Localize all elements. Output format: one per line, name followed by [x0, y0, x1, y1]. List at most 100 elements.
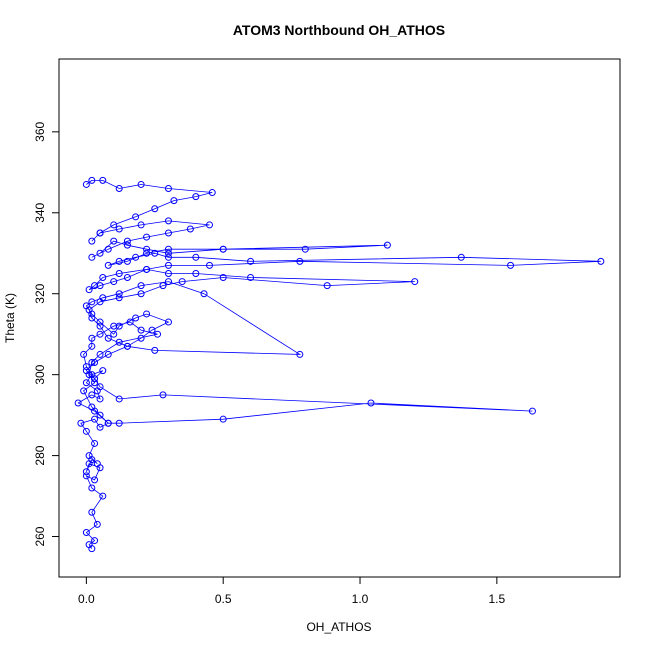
- data-point: [132, 213, 140, 221]
- data-point: [110, 330, 118, 338]
- data-point: [143, 233, 151, 241]
- data-point: [96, 318, 104, 326]
- data-point: [99, 274, 107, 282]
- x-tick-label: 1.5: [489, 592, 506, 606]
- data-point: [296, 350, 304, 358]
- data-point: [88, 484, 96, 492]
- data-point: [74, 399, 82, 407]
- x-tick-label: 0.0: [78, 592, 95, 606]
- data-point: [88, 342, 96, 350]
- y-tick-label: 320: [33, 283, 47, 303]
- data-point: [528, 407, 536, 415]
- data-point: [110, 221, 118, 229]
- y-axis-label: Theta (K): [3, 293, 17, 343]
- data-point: [206, 261, 214, 269]
- data-point: [137, 221, 145, 229]
- data-point: [110, 278, 118, 286]
- data-point: [154, 330, 162, 338]
- data-point: [88, 298, 96, 306]
- data-point: [96, 229, 104, 237]
- data-point: [164, 245, 172, 253]
- data-point: [91, 476, 99, 484]
- data-point: [88, 314, 96, 322]
- data-point: [82, 180, 90, 188]
- data-point: [96, 298, 104, 306]
- data-point: [164, 229, 172, 237]
- data-point: [164, 253, 172, 261]
- data-point: [115, 290, 123, 298]
- data-point: [96, 395, 104, 403]
- data-point: [143, 265, 151, 273]
- data-point: [164, 217, 172, 225]
- data-point: [143, 310, 151, 318]
- y-axis: 260 280 300 320 340 360: [33, 122, 60, 547]
- data-point: [96, 350, 104, 358]
- data-point: [159, 391, 167, 399]
- data-point: [85, 541, 93, 549]
- data-point: [91, 359, 99, 367]
- y-tick-label: 300: [33, 364, 47, 384]
- data-point: [96, 282, 104, 290]
- data-point: [137, 334, 145, 342]
- data-point: [82, 363, 90, 371]
- data-point: [85, 306, 93, 314]
- data-point: [96, 383, 104, 391]
- data-point: [123, 342, 131, 350]
- data-point: [93, 520, 101, 528]
- data-point: [115, 257, 123, 265]
- y-tick-label: 280: [33, 445, 47, 465]
- x-tick-label: 0.5: [215, 592, 232, 606]
- data-point: [123, 241, 131, 249]
- data-point: [82, 427, 90, 435]
- y-tick-label: 360: [33, 122, 47, 142]
- data-point: [99, 492, 107, 500]
- data-point: [96, 411, 104, 419]
- data-point: [151, 205, 159, 213]
- data-point: [96, 322, 104, 330]
- data-point: [91, 379, 99, 387]
- data-point: [80, 387, 88, 395]
- data-point: [457, 253, 465, 261]
- data-point: [82, 379, 90, 387]
- data-point: [200, 290, 208, 298]
- data-point: [99, 367, 107, 375]
- data-point: [110, 322, 118, 330]
- data-point: [88, 237, 96, 245]
- data-point: [93, 460, 101, 468]
- data-point: [80, 350, 88, 358]
- data-point: [247, 274, 255, 282]
- data-point: [91, 537, 99, 545]
- data-point: [507, 261, 515, 269]
- data-point: [219, 274, 227, 282]
- data-point: [82, 468, 90, 476]
- data-point: [126, 318, 134, 326]
- x-axis: 0.0 0.5 1.0 1.5: [78, 576, 506, 606]
- data-point: [104, 245, 112, 253]
- data-point: [411, 278, 419, 286]
- data-point: [137, 290, 145, 298]
- data-point: [115, 395, 123, 403]
- data-point: [123, 274, 131, 282]
- data-point: [91, 282, 99, 290]
- data-point: [115, 185, 123, 192]
- data-point: [151, 346, 159, 354]
- data-point: [115, 419, 123, 427]
- data-point: [88, 176, 96, 184]
- data-point: [178, 278, 186, 286]
- data-point: [186, 225, 194, 233]
- data-point: [132, 314, 140, 322]
- data-point: [208, 189, 216, 197]
- data-point: [323, 282, 331, 290]
- data-point: [91, 439, 99, 447]
- data-point: [296, 257, 304, 265]
- data-point: [137, 180, 145, 188]
- x-tick-label: 1.0: [352, 592, 369, 606]
- data-point: [85, 452, 93, 460]
- data-point: [143, 249, 151, 257]
- data-point: [104, 419, 112, 427]
- data-series: [74, 176, 605, 553]
- data-point: [104, 334, 112, 342]
- y-tick-label: 340: [33, 202, 47, 222]
- data-point: [96, 423, 104, 431]
- data-point: [104, 350, 112, 358]
